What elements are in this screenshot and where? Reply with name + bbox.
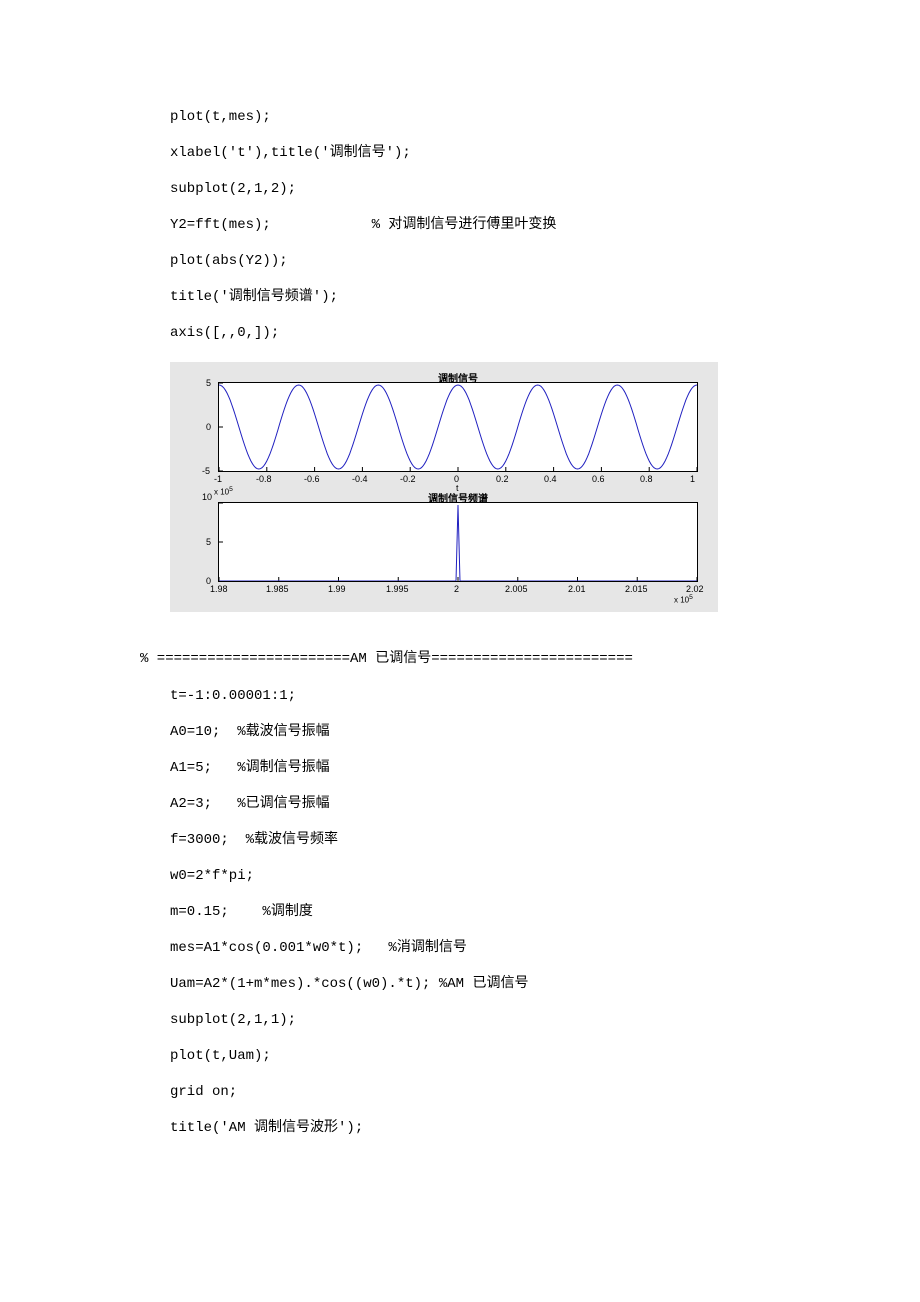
- xtick: 2.015: [625, 584, 648, 594]
- ytick: 0: [206, 422, 211, 432]
- ytick: 5: [206, 537, 211, 547]
- code-line: plot(t,mes);: [170, 110, 750, 124]
- xtick: -0.2: [400, 474, 416, 484]
- code-line: subplot(2,1,2);: [170, 182, 750, 196]
- code-line: w0=2*f*pi;: [170, 869, 750, 883]
- xtick: 0.2: [496, 474, 509, 484]
- xtick: -1: [214, 474, 222, 484]
- code-line: xlabel('t'),title('调制信号');: [170, 146, 750, 160]
- code-line: axis([,,0,]);: [170, 326, 750, 340]
- code-block-1: plot(t,mes); xlabel('t'),title('调制信号'); …: [170, 110, 750, 340]
- xtick: 1.98: [210, 584, 228, 594]
- xtick: 2: [454, 584, 459, 594]
- xtick: 2.02: [686, 584, 704, 594]
- xtick: -0.6: [304, 474, 320, 484]
- code-line: A2=3; %已调信号振幅: [170, 797, 750, 811]
- xtick: 0.8: [640, 474, 653, 484]
- xtick: 2.005: [505, 584, 528, 594]
- subplot1-plot: [219, 383, 697, 471]
- xtick: -0.4: [352, 474, 368, 484]
- code-line: f=3000; %载波信号频率: [170, 833, 750, 847]
- code-line: A0=10; %载波信号振幅: [170, 725, 750, 739]
- xtick: 0.6: [592, 474, 605, 484]
- ytick: -5: [202, 466, 210, 476]
- subplot2: [218, 502, 698, 582]
- code-line: subplot(2,1,1);: [170, 1013, 750, 1027]
- code-line: grid on;: [170, 1085, 750, 1099]
- code-line: m=0.15; %调制度: [170, 905, 750, 919]
- xtick: 0.4: [544, 474, 557, 484]
- code-line: plot(t,Uam);: [170, 1049, 750, 1063]
- section-header: % =======================AM 已调信号========…: [140, 647, 750, 667]
- code-line: t=-1:0.00001:1;: [170, 689, 750, 703]
- code-line: plot(abs(Y2));: [170, 254, 750, 268]
- subplot1: [218, 382, 698, 472]
- xtick: 1.99: [328, 584, 346, 594]
- xtick: 1: [690, 474, 695, 484]
- code-line: title('AM 调制信号波形');: [170, 1121, 750, 1135]
- ytick: 5: [206, 378, 211, 388]
- code-line: Y2=fft(mes); % 对调制信号进行傅里叶变换: [170, 218, 750, 232]
- code-line: A1=5; %调制信号振幅: [170, 761, 750, 775]
- code-line: title('调制信号频谱');: [170, 290, 750, 304]
- xtick: 1.995: [386, 584, 409, 594]
- code-block-2: t=-1:0.00001:1; A0=10; %载波信号振幅 A1=5; %调制…: [170, 689, 750, 1135]
- matlab-figure: 调制信号 5 0 -5 -1 -0.8: [170, 362, 718, 612]
- xtick: 2.01: [568, 584, 586, 594]
- code-line: mes=A1*cos(0.001*w0*t); %消调制信号: [170, 941, 750, 955]
- xtick: 1.985: [266, 584, 289, 594]
- code-line: Uam=A2*(1+m*mes).*cos((w0).*t); %AM 已调信号: [170, 977, 750, 991]
- xtick: -0.8: [256, 474, 272, 484]
- subplot2-plot: [219, 503, 697, 581]
- document-page: plot(t,mes); xlabel('t'),title('调制信号'); …: [0, 0, 920, 1217]
